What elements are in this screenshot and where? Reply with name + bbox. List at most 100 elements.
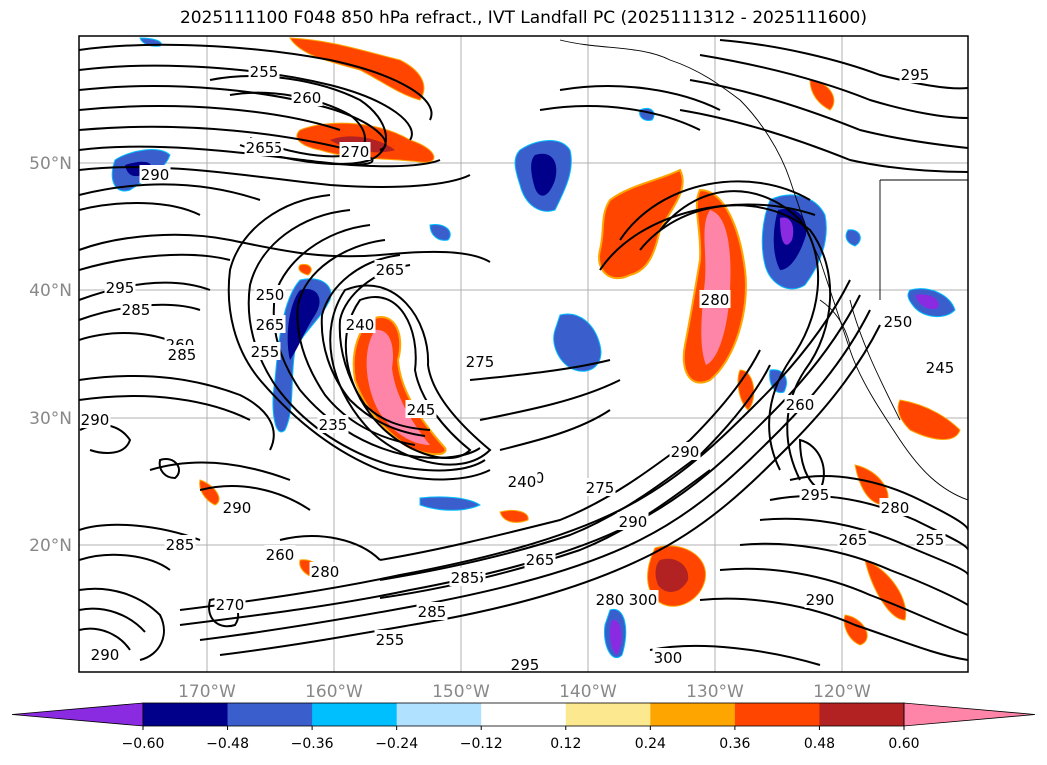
positive-anomaly <box>289 37 425 101</box>
contour-label-bg <box>882 312 914 330</box>
contour-label-bg <box>524 550 556 568</box>
colorbar-tick-label: −0.36 <box>291 736 334 752</box>
contour-label-bg <box>804 590 836 608</box>
contour-label-bg <box>652 648 684 666</box>
contour-label-bg <box>837 530 869 548</box>
contour-label: 255 <box>250 63 279 81</box>
contour-label-bg <box>464 352 496 370</box>
lon-axis: 170°W 160°W 150°W 140°W 130°W 120°W <box>178 682 871 702</box>
lon-label: 140°W <box>559 682 617 702</box>
positive-anomaly <box>701 210 731 365</box>
contour-label: 295 <box>901 66 930 84</box>
contour-label: 270 <box>341 143 370 161</box>
negative-anomaly <box>845 229 861 247</box>
contour-label: 265 <box>256 316 285 334</box>
colorbar-tick-label: 0.60 <box>888 736 919 752</box>
colorbar-tick-label: −0.48 <box>206 736 249 752</box>
positive-anomaly <box>598 168 684 280</box>
coastlines <box>559 39 968 501</box>
contour-label: 290 <box>619 513 648 531</box>
colorbar-segment <box>481 703 567 726</box>
contour-label: 265 <box>526 551 555 569</box>
lon-label: 170°W <box>178 682 236 702</box>
contour-label: 260 <box>266 546 295 564</box>
contour-label: 285 <box>451 569 480 587</box>
map-title: 2025111100 F048 850 hPa refract., IVT La… <box>179 8 867 28</box>
colorbar-segment <box>565 703 651 726</box>
contour-label-bg <box>89 645 121 663</box>
lat-axis: 50°N 40°N 30°N 20°N <box>29 154 72 556</box>
contour-label: 265 <box>246 139 275 157</box>
colorbar-outline <box>142 702 905 727</box>
contour-labels: 255 260 265 270 290 295 285 260 250 265 255 275 280 2… <box>79 62 956 674</box>
contour-label-bg <box>120 300 152 318</box>
contour-label-bg <box>344 315 376 333</box>
contour-label-bg <box>139 165 171 183</box>
contour-label-bg <box>506 472 538 490</box>
contour-label-bg <box>309 562 341 580</box>
colorbar: −0.60 −0.48 −0.36 −0.24 −0.12 0.12 0.24 0.36 0.4… <box>11 702 1036 752</box>
contour-label: 295 <box>106 279 135 297</box>
contour-label: 260 <box>293 89 322 107</box>
contour-label-bg <box>248 62 280 80</box>
colorbar-extend-min <box>11 702 144 727</box>
colorbar-segment <box>312 703 398 726</box>
contour-label-bg <box>584 478 616 496</box>
contour-label: 290 <box>671 443 700 461</box>
positive-anomaly <box>655 558 689 592</box>
contour-label-bg <box>627 590 659 608</box>
contour-label: 245 <box>407 401 436 419</box>
contour-label-bg <box>166 345 198 363</box>
contour-label-bg <box>254 285 286 303</box>
contour-label: 280 <box>881 499 910 517</box>
contour-label: 270 <box>216 596 245 614</box>
colorbar-segment <box>734 703 820 726</box>
colorbar-tick-label: −0.24 <box>375 736 418 752</box>
contour-label: 235 <box>319 416 348 434</box>
lon-label: 130°W <box>686 682 744 702</box>
contour-label: 295 <box>511 656 540 674</box>
contour-label: 245 <box>926 359 955 377</box>
positive-anomaly <box>809 79 835 111</box>
contour-label: 255 <box>916 531 945 549</box>
contour-label: 285 <box>168 346 197 364</box>
colorbar-tick-label: −0.12 <box>460 736 503 752</box>
contour-label-bg <box>617 512 649 530</box>
contour-label: 255 <box>376 631 405 649</box>
contour-label-bg <box>924 358 956 376</box>
contour-label: 250 <box>884 313 913 331</box>
colorbar-segment <box>819 703 905 726</box>
contour-label: 290 <box>223 499 252 517</box>
contour-label-bg <box>879 498 911 516</box>
map-plot-area: 255 260 265 270 290 295 285 260 250 265 255 275 280 2… <box>79 36 968 674</box>
negative-anomaly <box>780 217 794 245</box>
contour-label: 290 <box>81 411 110 429</box>
contour-label-bg <box>669 442 701 460</box>
contour-label-bg <box>374 260 406 278</box>
contour-label: 265 <box>376 261 405 279</box>
contour-label-bg <box>699 290 731 308</box>
contour-label-bg <box>594 590 626 608</box>
colorbar-segment <box>650 703 736 726</box>
contour-label: 280 <box>311 563 340 581</box>
contour-label: 290 <box>141 166 170 184</box>
contour-label: 250 <box>256 286 285 304</box>
contour-label-bg <box>784 395 816 413</box>
contour-label-bg <box>899 65 931 83</box>
negative-anomaly <box>429 223 451 241</box>
lat-label: 40°N <box>29 281 72 301</box>
positive-anomaly <box>499 509 529 523</box>
lat-label: 30°N <box>29 409 72 429</box>
colorbar-segment <box>227 703 313 726</box>
contour-label: 240 <box>346 316 375 334</box>
colorbar-tick-label: 0.48 <box>804 736 835 752</box>
contour-label-bg <box>221 498 253 516</box>
colorbar-extend-max <box>903 702 1036 727</box>
contour-label-bg <box>249 342 281 360</box>
contour-label: 275 <box>586 479 615 497</box>
contour-label-bg <box>416 602 448 620</box>
contour-label: 280 <box>596 591 625 609</box>
contour-label-bg <box>79 410 111 428</box>
contour-label: 285 <box>122 301 151 319</box>
colorbar-tick-label: 0.36 <box>719 736 750 752</box>
